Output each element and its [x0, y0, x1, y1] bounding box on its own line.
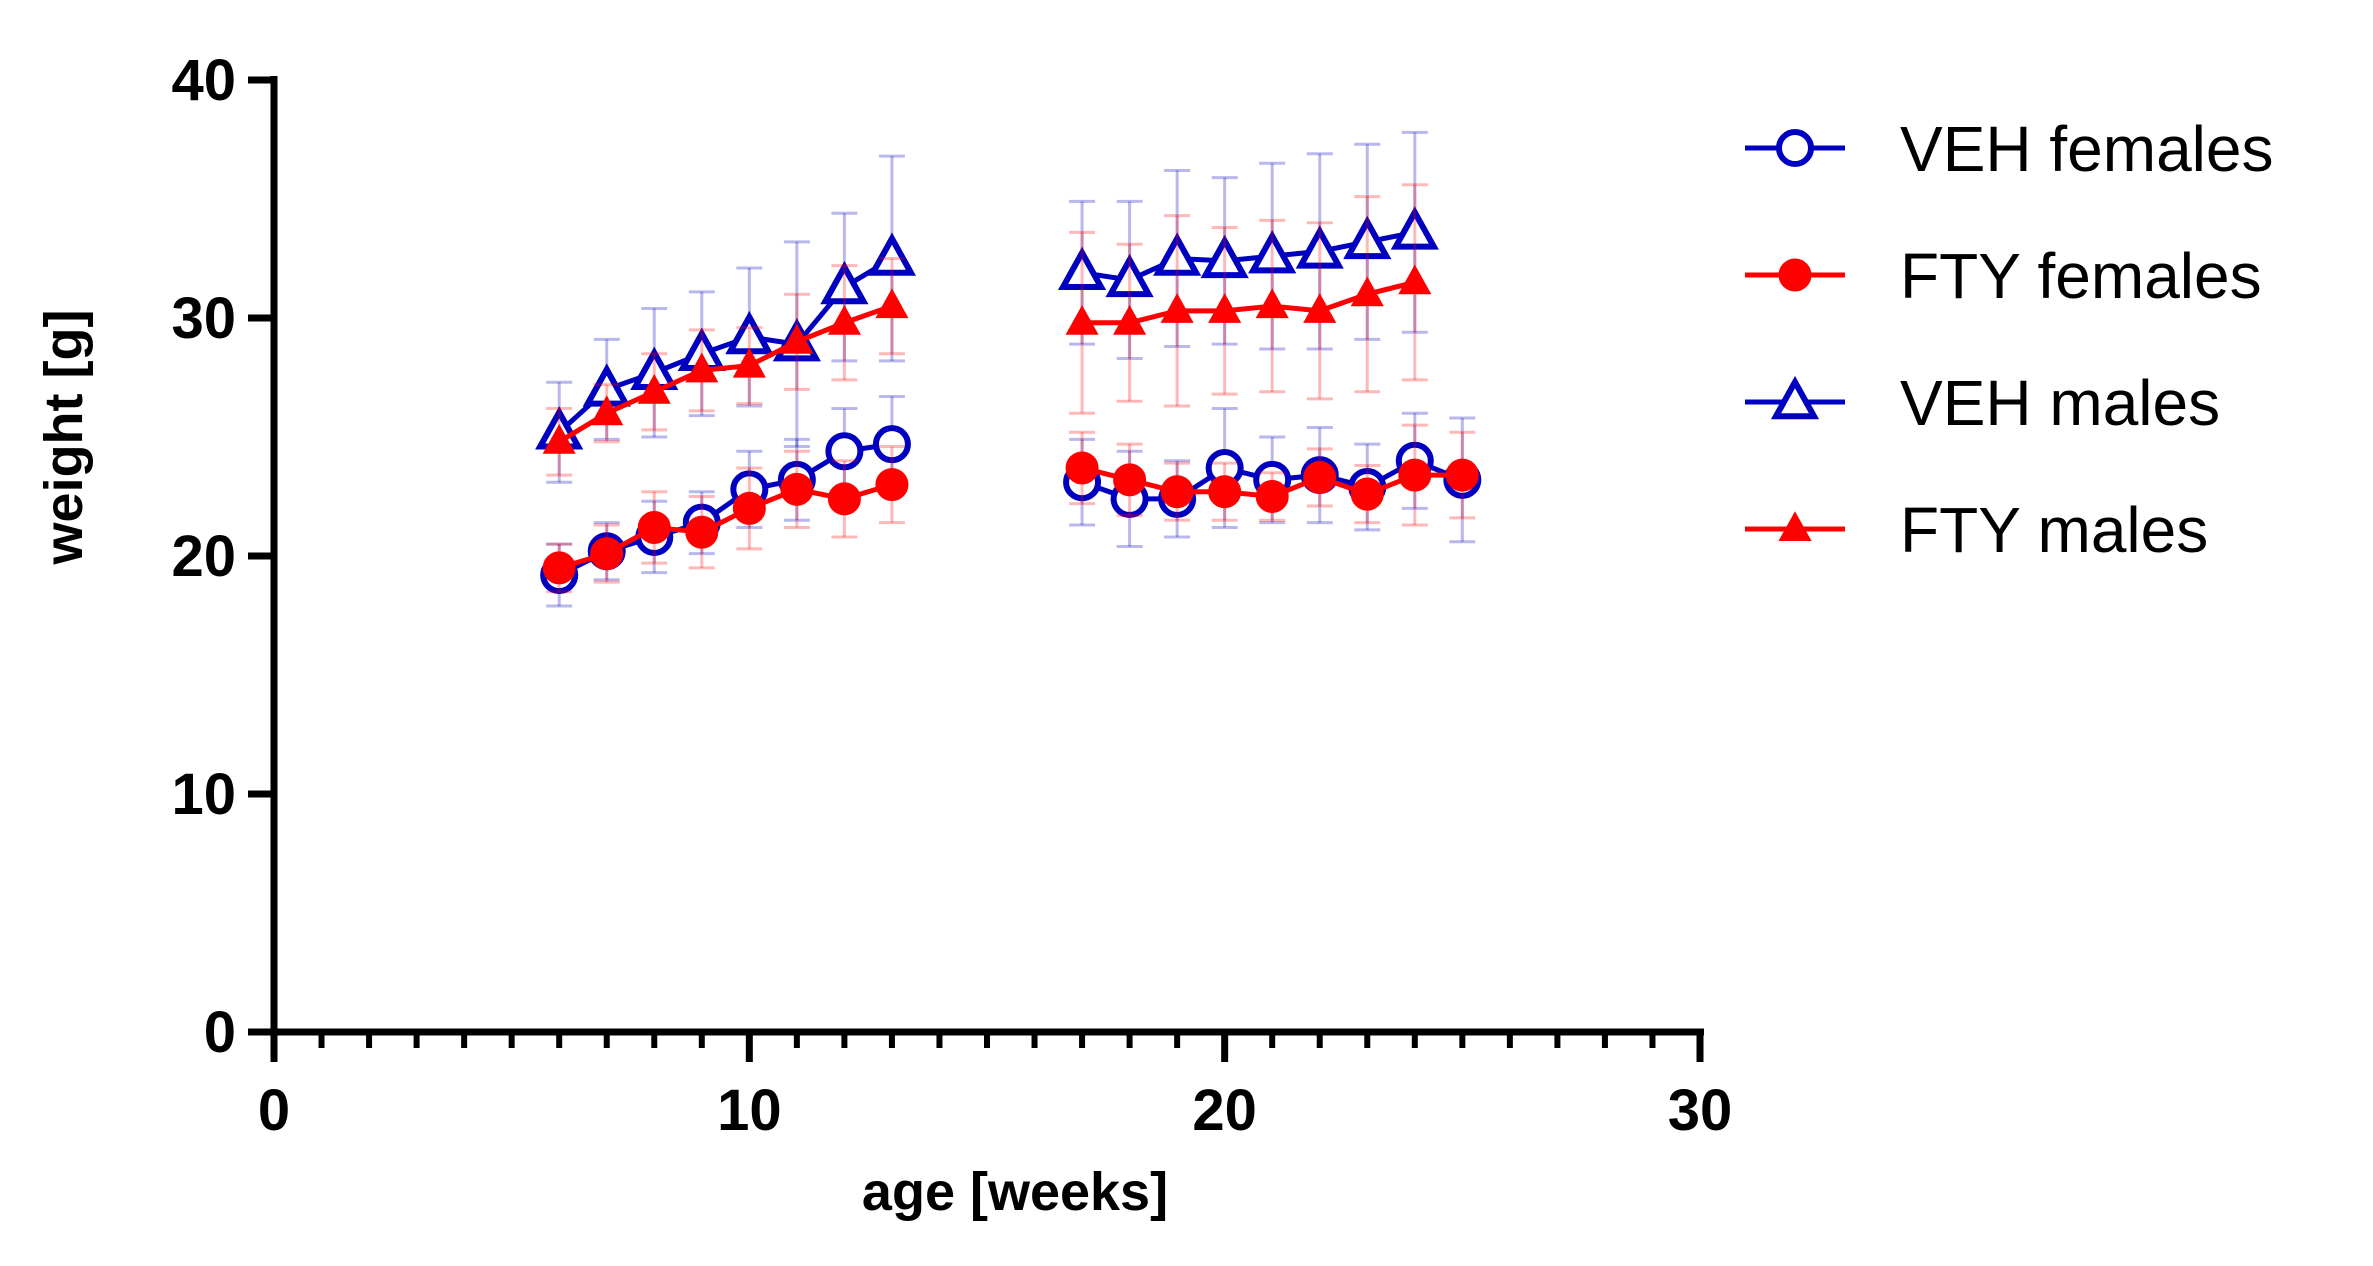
- data-point: [1248, 229, 1297, 274]
- data-point: [780, 324, 814, 354]
- data-point: [867, 232, 917, 276]
- data-point: [1208, 293, 1242, 323]
- series-fty-females: [542, 423, 1479, 594]
- data-point: [637, 373, 671, 404]
- data-point: [827, 482, 861, 516]
- x-tick-label: 20: [1192, 1078, 1257, 1143]
- legend-label: FTY males: [1900, 494, 2208, 566]
- legend-item: FTY females: [1745, 240, 2262, 312]
- legend-marker: [1778, 511, 1812, 541]
- data-point: [542, 423, 576, 454]
- data-point: [1445, 458, 1479, 492]
- data-point: [590, 395, 624, 426]
- data-point: [1200, 234, 1249, 279]
- data-point: [1295, 225, 1344, 269]
- data-point: [1113, 463, 1147, 497]
- legend-marker: [1776, 129, 1814, 167]
- series-fty-males: [542, 183, 1432, 477]
- data-point: [872, 425, 911, 464]
- data-point: [1153, 232, 1202, 276]
- y-axis-title: weight [g]: [34, 310, 94, 566]
- data-point: [590, 537, 624, 571]
- data-point: [1255, 288, 1289, 319]
- data-point: [1398, 264, 1432, 295]
- data-point: [1057, 246, 1107, 291]
- data-point: [1160, 293, 1194, 323]
- data-point: [542, 551, 576, 585]
- x-tick-label: 0: [258, 1078, 290, 1143]
- legend: VEH females FTY females VEH males FTY males: [1745, 113, 2273, 566]
- y-tick-label: 0: [204, 1000, 236, 1065]
- data-point: [1255, 480, 1289, 513]
- data-point: [780, 472, 814, 506]
- plot-area: [535, 130, 1482, 608]
- data-point: [685, 515, 719, 549]
- data-point: [732, 491, 766, 525]
- data-point: [1105, 253, 1154, 298]
- data-point: [1208, 475, 1242, 509]
- legend-item: VEH males: [1745, 367, 2220, 439]
- data-point: [685, 352, 719, 383]
- data-point: [1303, 460, 1337, 494]
- legend-marker: [1770, 375, 1820, 420]
- legend-label: FTY females: [1900, 240, 2262, 312]
- data-point: [1160, 475, 1194, 509]
- data-point: [1113, 304, 1147, 335]
- data-point: [1343, 215, 1392, 260]
- data-point: [820, 260, 869, 305]
- data-point: [827, 304, 861, 335]
- legend-label: VEH females: [1900, 113, 2273, 185]
- axes: 0 10 20 30 40 0 10 20 30: [171, 48, 1732, 1143]
- data-point: [875, 288, 909, 319]
- legend-item: VEH females: [1745, 113, 2273, 185]
- x-tick-label: 30: [1668, 1078, 1733, 1143]
- legend-marker: [1778, 258, 1812, 292]
- x-tick-label: 10: [717, 1078, 782, 1143]
- data-point: [825, 432, 864, 471]
- y-tick-label: 10: [171, 762, 236, 827]
- series-veh-females: [540, 395, 1482, 608]
- series-veh-males: [535, 130, 1439, 484]
- data-point: [1398, 458, 1432, 492]
- y-tick-label: 30: [171, 286, 236, 351]
- y-tick-label: 20: [171, 524, 236, 589]
- legend-label: VEH males: [1900, 367, 2220, 439]
- data-point: [1390, 206, 1439, 250]
- y-tick-label: 40: [171, 48, 236, 113]
- legend-item: FTY males: [1745, 494, 2208, 566]
- data-point: [1065, 451, 1099, 485]
- data-point: [1350, 477, 1384, 511]
- x-axis-title: age [weeks]: [862, 1162, 1168, 1222]
- data-point: [1303, 293, 1337, 323]
- data-point: [637, 510, 671, 544]
- data-point: [1065, 304, 1099, 335]
- data-point: [875, 468, 909, 502]
- data-point: [1350, 276, 1384, 307]
- data-point: [732, 347, 766, 378]
